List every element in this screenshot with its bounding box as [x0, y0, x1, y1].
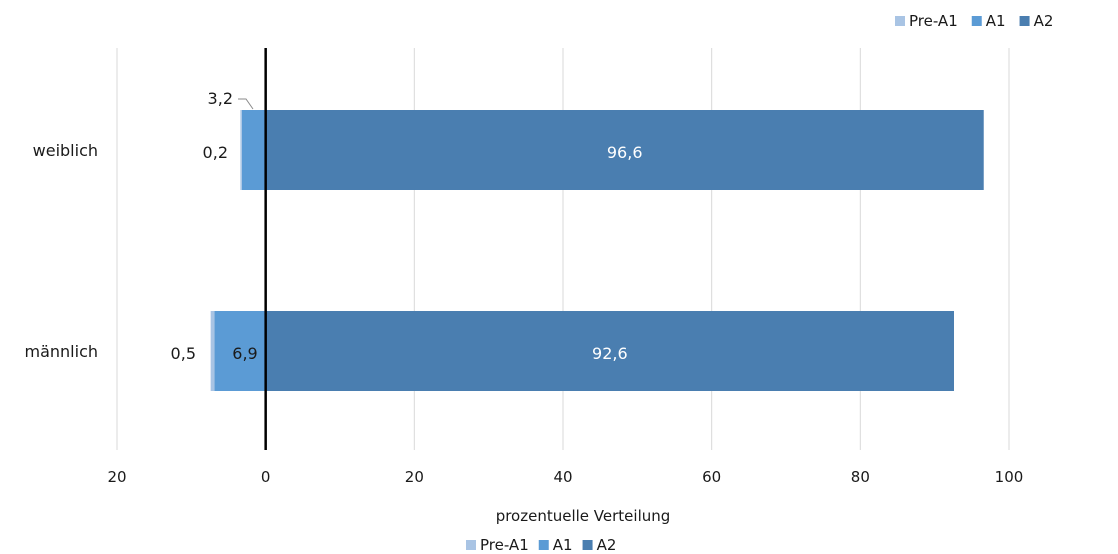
- bars: [210, 110, 984, 391]
- category-label: männlich: [25, 342, 99, 361]
- x-tick-label: 80: [851, 468, 870, 486]
- x-tick-label: 20: [405, 468, 424, 486]
- legend-top: Pre-A1 A1 A2: [895, 12, 1053, 30]
- x-tick-labels: 20 0 20 40 60 80 100: [107, 468, 1023, 486]
- legend-bottom: Pre-A1 A1 A2: [466, 536, 616, 554]
- bar-a2-1: [265, 311, 954, 391]
- data-label-maennlich-a2: 92,6: [592, 344, 628, 363]
- x-tick-label: 40: [553, 468, 572, 486]
- category-labels: weiblich männlich: [25, 141, 99, 361]
- bar-a1-0: [241, 110, 266, 190]
- bar-pre-a1-1: [210, 311, 215, 391]
- data-label-maennlich-pre-a1: 0,5: [171, 344, 196, 363]
- data-label-maennlich-a1: 6,9: [232, 344, 257, 363]
- legend-swatch-2: [1019, 16, 1030, 26]
- legend-label-2: A2: [1034, 12, 1054, 30]
- legend-swatch-2: [582, 540, 593, 550]
- legend-label-1: A1: [986, 12, 1006, 30]
- data-label-weiblich-pre-a1: 0,2: [203, 143, 228, 162]
- x-tick-label: 100: [995, 468, 1024, 486]
- legend-swatch-1: [971, 16, 982, 26]
- legend-label-2: A2: [597, 536, 617, 554]
- bar-pre-a1-0: [240, 110, 242, 190]
- legend-swatch-0: [895, 16, 905, 26]
- legend-label-0: Pre-A1: [480, 536, 529, 554]
- x-tick-label: 0: [261, 468, 271, 486]
- category-label: weiblich: [33, 141, 98, 160]
- bar-a1-1: [214, 311, 266, 391]
- bar-a2-0: [265, 110, 984, 190]
- legend-label-0: Pre-A1: [909, 12, 958, 30]
- data-label-weiblich-a1: 3,2: [208, 89, 233, 108]
- data-labels: 3,2 0,2 96,6 0,5 6,9 92,6: [171, 89, 643, 363]
- data-label-weiblich-a2: 96,6: [607, 143, 643, 162]
- legend-swatch-1: [538, 540, 549, 550]
- leader-line: [238, 98, 254, 110]
- x-tick-label: 20: [107, 468, 126, 486]
- x-axis-label: prozentuelle Verteilung: [496, 507, 671, 525]
- legend-label-1: A1: [553, 536, 573, 554]
- legend-swatch-0: [466, 540, 476, 550]
- x-tick-label: 60: [702, 468, 721, 486]
